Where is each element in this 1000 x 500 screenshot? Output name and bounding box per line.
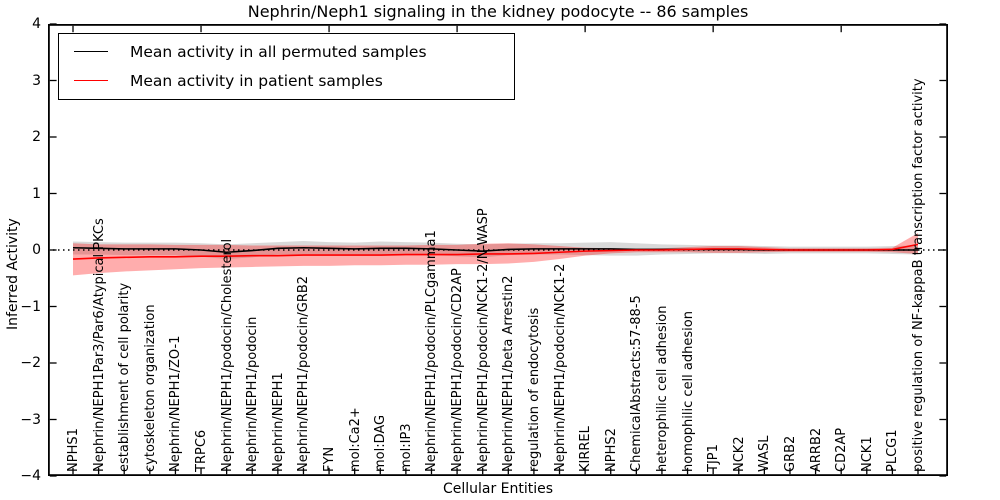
patient-mean-line [72,243,919,260]
y-tick-labels: 4 3 2 1 0 −1 −2 −3 −4 [0,16,41,484]
y-tick-label: −3 [20,411,41,428]
y-axis-label: Inferred Activity [5,218,21,330]
legend-label-permuted: Mean activity in all permuted samples [130,42,427,61]
y-tick-label: 3 [32,72,41,89]
y-tick-label: 4 [32,16,41,32]
plot-area [47,23,949,477]
legend-line-patient-icon [74,80,108,81]
legend-line-permuted-icon [74,51,108,52]
y-tick-label: 2 [32,129,41,145]
x-axis-label: Cellular Entities [442,481,554,497]
axes-border [47,23,949,477]
plot-canvas [47,23,949,477]
y-tick-label: 1 [32,185,41,202]
chart-title: Nephrin/Neph1 signaling in the kidney po… [247,2,749,21]
y-tick-label: 0 [32,242,41,258]
y-tick-label: −4 [20,468,41,484]
legend: Mean activity in all permuted samples Me… [58,33,515,100]
y-tick-label: −2 [20,355,41,371]
legend-item-patient: Mean activity in patient samples [59,66,514,95]
legend-item-permuted: Mean activity in all permuted samples [59,37,514,66]
y-tick-label: −1 [20,298,41,315]
legend-label-patient: Mean activity in patient samples [130,71,383,90]
